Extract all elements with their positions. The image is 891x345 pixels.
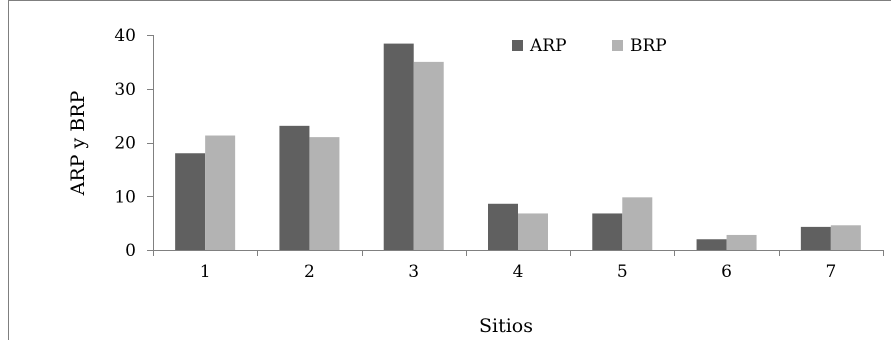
x-tick-label: 6: [721, 262, 732, 282]
legend: ARP BRP: [512, 36, 667, 56]
legend-swatch-brp: [612, 40, 623, 51]
y-tick-label: 20: [114, 134, 136, 154]
bars: [175, 44, 861, 250]
y-tick-label: 30: [114, 80, 136, 100]
x-tick-label: 1: [200, 262, 211, 282]
bar-brp-4: [518, 213, 548, 250]
bar-brp-3: [414, 62, 444, 250]
x-tick-label: 2: [304, 262, 315, 282]
bar-brp-1: [205, 136, 235, 250]
bar-arp-1: [175, 153, 205, 250]
bar-arp-4: [488, 204, 518, 250]
bar-brp-6: [727, 235, 757, 250]
bar-arp-2: [279, 126, 309, 250]
x-axis-title: Sitios: [479, 315, 533, 337]
x-tick-label: 3: [408, 262, 419, 282]
legend-label-brp: BRP: [630, 36, 667, 56]
x-tick-label: 4: [513, 262, 524, 282]
y-tick-label: 40: [114, 26, 136, 46]
bar-arp-7: [801, 227, 831, 250]
y-axis-title: ARP y BRP: [67, 90, 89, 196]
y-tick-label: 0: [125, 241, 136, 261]
y-tick-label: 10: [114, 187, 136, 207]
bar-arp-5: [592, 213, 622, 250]
bar-arp-6: [697, 239, 727, 250]
x-tick-label: 7: [825, 262, 836, 282]
bar-brp-5: [622, 197, 652, 250]
legend-label-arp: ARP: [529, 36, 567, 56]
chart-frame: [9, 0, 891, 340]
bar-arp-3: [384, 44, 414, 250]
legend-swatch-arp: [512, 40, 523, 51]
bar-brp-2: [309, 137, 339, 250]
bar-brp-7: [831, 225, 861, 250]
x-tick-label: 5: [617, 262, 628, 282]
